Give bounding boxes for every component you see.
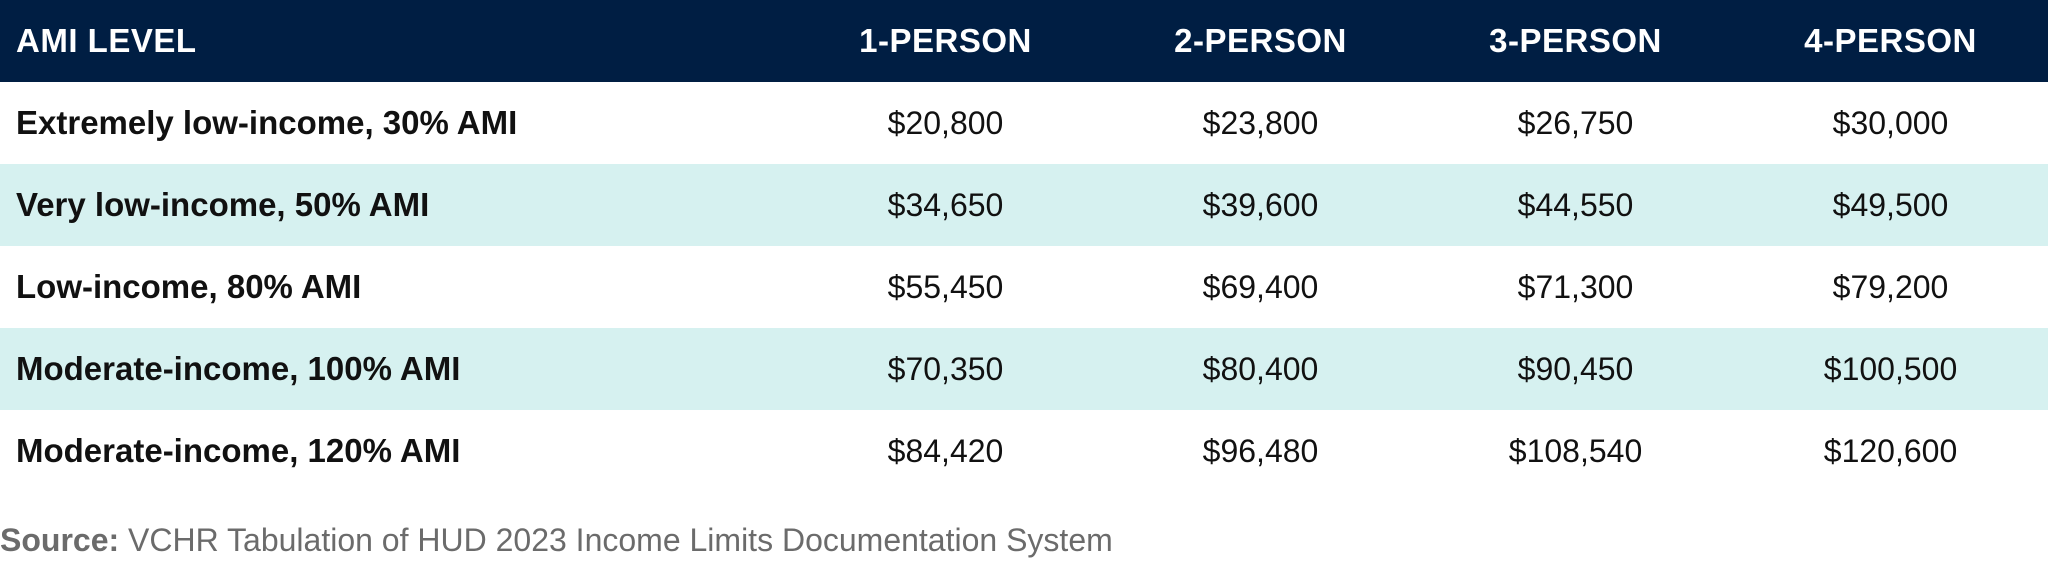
row-label: Moderate-income, 100% AMI xyxy=(16,350,461,387)
table-row: Moderate-income, 120% AMI $84,420 $96,48… xyxy=(0,410,2048,492)
table-header-row: AMI LEVEL 1-PERSON 2-PERSON 3-PERSON 4-P… xyxy=(0,0,2048,82)
column-header-ami-level: AMI LEVEL xyxy=(16,22,197,59)
table-cell: $44,550 xyxy=(1517,186,1634,223)
column-header-1-person: 1-PERSON xyxy=(859,22,1032,59)
table-cell: $79,200 xyxy=(1832,268,1949,305)
table-cell: $39,600 xyxy=(1202,186,1319,223)
table-row: Extremely low-income, 30% AMI $20,800 $2… xyxy=(0,82,2048,164)
row-label: Moderate-income, 120% AMI xyxy=(16,432,461,469)
column-header-4-person: 4-PERSON xyxy=(1804,22,1977,59)
table-cell: $26,750 xyxy=(1517,104,1634,141)
table-cell: $108,540 xyxy=(1508,432,1643,469)
table-cell: $34,650 xyxy=(887,186,1004,223)
row-label: Low-income, 80% AMI xyxy=(16,268,362,305)
table-cell: $70,350 xyxy=(887,350,1004,387)
table-cell: $84,420 xyxy=(887,432,1004,469)
table-cell: $96,480 xyxy=(1202,432,1319,469)
source-text: VCHR Tabulation of HUD 2023 Income Limit… xyxy=(119,522,1113,558)
source-note: Source: VCHR Tabulation of HUD 2023 Inco… xyxy=(0,522,1113,559)
table-cell: $55,450 xyxy=(887,268,1004,305)
column-header-3-person: 3-PERSON xyxy=(1489,22,1662,59)
table-cell: $69,400 xyxy=(1202,268,1319,305)
table-cell: $80,400 xyxy=(1202,350,1319,387)
row-label: Extremely low-income, 30% AMI xyxy=(16,104,518,141)
table-row: Moderate-income, 100% AMI $70,350 $80,40… xyxy=(0,328,2048,410)
table-cell: $23,800 xyxy=(1202,104,1319,141)
table-cell: $49,500 xyxy=(1832,186,1949,223)
table-cell: $71,300 xyxy=(1517,268,1634,305)
table-cell: $90,450 xyxy=(1517,350,1634,387)
income-limits-table: AMI LEVEL 1-PERSON 2-PERSON 3-PERSON 4-P… xyxy=(0,0,2048,492)
table-cell: $20,800 xyxy=(887,104,1004,141)
table-cell: $120,600 xyxy=(1823,432,1958,469)
table-row: Low-income, 80% AMI $55,450 $69,400 $71,… xyxy=(0,246,2048,328)
row-label: Very low-income, 50% AMI xyxy=(16,186,430,223)
table-row: Very low-income, 50% AMI $34,650 $39,600… xyxy=(0,164,2048,246)
column-header-2-person: 2-PERSON xyxy=(1174,22,1347,59)
table-cell: $30,000 xyxy=(1832,104,1949,141)
source-label: Source: xyxy=(0,522,120,558)
table-cell: $100,500 xyxy=(1823,350,1958,387)
